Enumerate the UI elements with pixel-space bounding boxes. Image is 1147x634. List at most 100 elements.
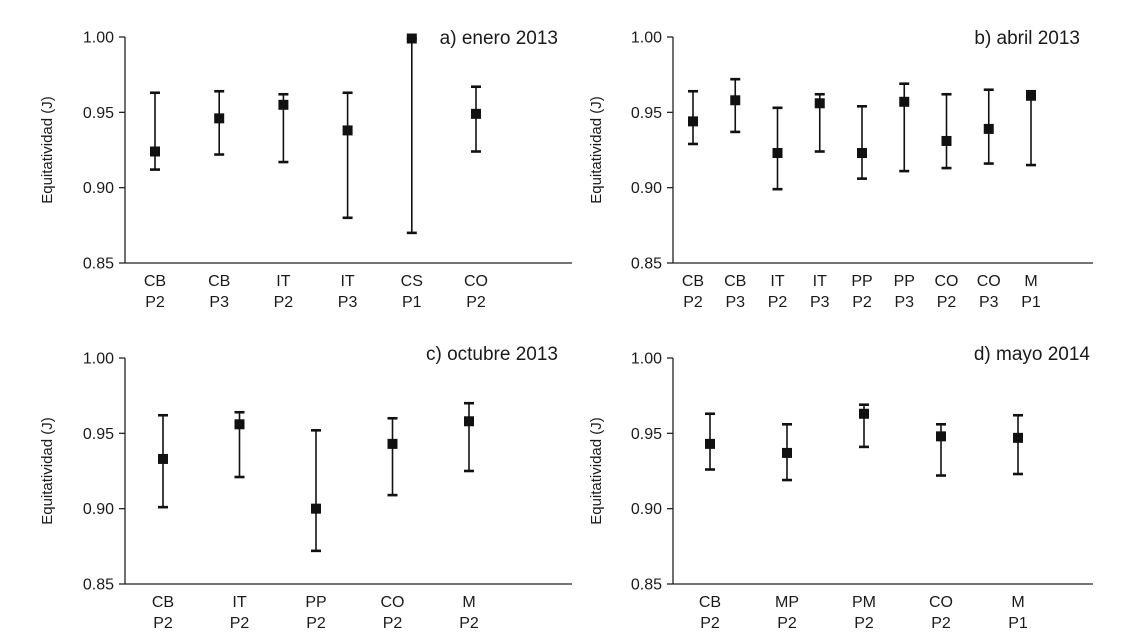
- x-tick-label: P3: [725, 294, 745, 311]
- x-tick-label: M: [462, 594, 475, 611]
- y-tick-label: 0.85: [631, 256, 662, 273]
- x-tick-label: P1: [1008, 615, 1028, 632]
- x-tick-label: P2: [459, 615, 479, 632]
- data-point-marker: [730, 95, 741, 106]
- x-tick-label: P2: [931, 615, 951, 632]
- chart-title: c) octubre 2013: [426, 344, 558, 365]
- x-tick-label: PP: [894, 273, 915, 290]
- x-tick-label: P2: [153, 615, 173, 632]
- y-tick-label: 1.00: [83, 30, 114, 47]
- data-point-marker: [150, 146, 160, 157]
- x-tick-label: IT: [340, 273, 354, 290]
- x-tick-label: P3: [979, 294, 999, 311]
- x-tick-label: P2: [937, 294, 957, 311]
- x-tick-label: P2: [854, 615, 874, 632]
- y-tick-label: 0.90: [83, 501, 114, 518]
- x-tick-label: IT: [232, 594, 246, 611]
- y-axis-label: Equitatividad (J): [39, 96, 56, 204]
- data-point-marker: [342, 125, 353, 136]
- x-tick-label: IT: [770, 273, 784, 290]
- data-point-marker: [1026, 90, 1036, 101]
- data-point-marker: [1013, 432, 1023, 443]
- data-point-marker: [688, 116, 698, 127]
- x-tick-label: CO: [977, 273, 1001, 290]
- data-point-marker: [772, 148, 783, 159]
- x-tick-label: PP: [305, 594, 326, 611]
- chart-panel-2: 0.85 0.90 0.95 1.00 Equitatividad (J) b) abri…: [588, 28, 1093, 311]
- y-tick-label: 0.95: [83, 426, 114, 443]
- x-tick-label: IT: [276, 273, 290, 290]
- x-tick-label: P2: [683, 294, 703, 311]
- y-tick-label: 1.00: [631, 30, 662, 47]
- chart-title: b) abril 2013: [974, 28, 1080, 49]
- x-tick-label: P2: [700, 615, 720, 632]
- x-tick-label: CO: [935, 273, 959, 290]
- x-tick-label: PP: [851, 273, 872, 290]
- x-tick-label: P2: [230, 615, 250, 632]
- data-point-marker: [464, 416, 474, 427]
- y-axis-label: Equitatividad (J): [39, 417, 56, 525]
- x-tick-label: CB: [144, 273, 166, 290]
- data-point-marker: [936, 431, 946, 442]
- x-tick-label: P2: [274, 294, 294, 311]
- x-tick-label: M: [1011, 594, 1024, 611]
- x-tick-label: P3: [810, 294, 830, 311]
- data-point-marker: [406, 33, 417, 44]
- data-point-marker: [278, 99, 289, 110]
- chart-panel-4: 0.85 0.90 0.95 1.00 Equitatividad (J) d) mayo…: [588, 344, 1093, 632]
- x-tick-label: P2: [306, 615, 326, 632]
- x-tick-label: CO: [929, 594, 953, 611]
- x-tick-label: CO: [464, 273, 488, 290]
- x-tick-label: CB: [699, 594, 721, 611]
- x-tick-label: MP: [775, 594, 799, 611]
- data-point-marker: [814, 98, 825, 109]
- y-tick-label: 0.95: [83, 105, 114, 122]
- x-tick-label: IT: [813, 273, 827, 290]
- x-tick-label: CB: [208, 273, 230, 290]
- y-tick-label: 1.00: [631, 351, 662, 368]
- chart-panel-1: 0.85 0.90 0.95 1.00 Equitatividad (J) a) ener…: [39, 28, 572, 311]
- data-point-marker: [471, 108, 481, 119]
- chart-title: a) enero 2013: [440, 28, 558, 49]
- chart-title: d) mayo 2014: [974, 344, 1091, 365]
- x-tick-label: P2: [768, 294, 788, 311]
- data-point-marker: [899, 96, 910, 107]
- y-tick-label: 0.95: [631, 105, 662, 122]
- x-tick-label: CB: [724, 273, 746, 290]
- y-tick-label: 1.00: [83, 351, 114, 368]
- x-tick-label: P3: [894, 294, 914, 311]
- x-tick-label: CS: [401, 273, 423, 290]
- x-tick-label: P2: [852, 294, 872, 311]
- y-tick-label: 0.85: [83, 256, 114, 273]
- y-tick-label: 0.90: [631, 501, 662, 518]
- x-tick-label: P3: [209, 294, 229, 311]
- y-tick-label: 0.90: [83, 180, 114, 197]
- y-tick-label: 0.85: [83, 577, 114, 594]
- data-point-marker: [311, 503, 321, 514]
- data-point-marker: [941, 135, 952, 146]
- y-axis-label: Equitatividad (J): [588, 417, 605, 525]
- y-tick-label: 0.90: [631, 180, 662, 197]
- y-tick-label: 0.95: [631, 426, 662, 443]
- data-point-marker: [705, 438, 715, 449]
- x-tick-label: P2: [777, 615, 797, 632]
- x-tick-label: CB: [682, 273, 704, 290]
- data-point-marker: [983, 123, 994, 134]
- data-point-marker: [857, 148, 867, 159]
- data-point-marker: [782, 447, 792, 458]
- data-point-marker: [859, 408, 869, 419]
- x-tick-label: CO: [381, 594, 405, 611]
- x-tick-label: M: [1024, 273, 1037, 290]
- x-tick-label: PM: [852, 594, 876, 611]
- data-point-marker: [214, 113, 225, 124]
- x-tick-label: P1: [1021, 294, 1041, 311]
- chart-panel-3: 0.85 0.90 0.95 1.00 Equitatividad (J) c) octu…: [39, 344, 572, 632]
- x-tick-label: P3: [338, 294, 358, 311]
- x-tick-label: P2: [383, 615, 403, 632]
- data-point-marker: [387, 438, 398, 449]
- y-tick-label: 0.85: [631, 577, 662, 594]
- x-tick-label: CB: [152, 594, 174, 611]
- data-point-marker: [234, 419, 245, 430]
- y-axis-label: Equitatividad (J): [588, 96, 605, 204]
